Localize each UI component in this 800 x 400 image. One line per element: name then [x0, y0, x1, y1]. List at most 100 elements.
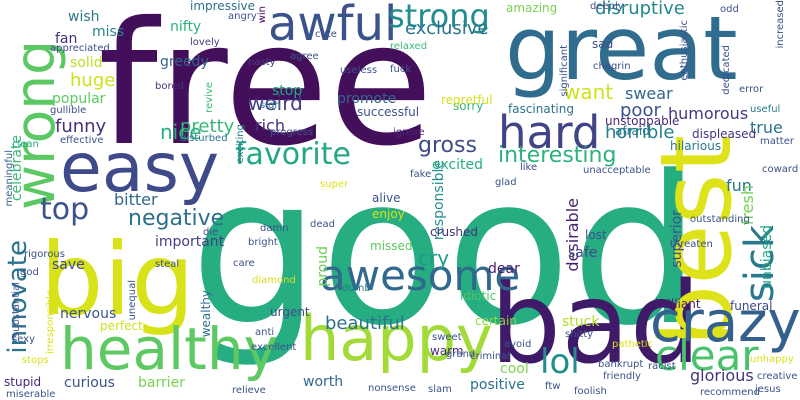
word-weird: weird — [248, 91, 303, 115]
word-gross: gross — [418, 133, 477, 158]
word-true: true — [750, 118, 783, 137]
word-bored: bored — [155, 81, 184, 92]
word-promote: promote — [337, 91, 397, 107]
word-irresponsible: irresponsible — [45, 290, 56, 355]
word-agree: agree — [290, 51, 319, 62]
word-significant: significant — [559, 45, 570, 97]
word-racist: racist — [648, 361, 676, 372]
word-lost: lost — [585, 228, 607, 242]
word-hilarious: hilarious — [670, 139, 722, 153]
word-lovely: lovely — [190, 37, 220, 48]
word-matter: matter — [760, 136, 794, 147]
word-greedy: greedy — [160, 54, 209, 70]
word-huge: huge — [70, 70, 116, 91]
word-bitter: bitter — [114, 190, 158, 209]
word-anti: anti — [255, 327, 275, 338]
word-sad: sad — [592, 37, 614, 51]
word-unacceptable: unacceptable — [583, 165, 651, 176]
word-interesting: interesting — [498, 143, 617, 168]
word-unstoppable: unstoppable — [605, 114, 680, 128]
word-positive: positive — [470, 377, 525, 393]
word-poor: poor — [620, 100, 661, 121]
word-enthusiastic: enthusiastic — [679, 20, 690, 81]
word-excellent: excellent — [251, 342, 297, 353]
word-miserable: miserable — [6, 389, 56, 400]
word-idiotic: idiotic — [460, 289, 497, 303]
word-regretful: regretful — [441, 93, 493, 107]
word-coward: coward — [762, 164, 799, 175]
word-care: care — [233, 258, 255, 269]
word-exciting: exciting — [235, 124, 246, 164]
word-chagrin: chagrin — [593, 61, 631, 72]
word-deeply: deeply — [590, 1, 624, 12]
word-unbiased: unbiased — [759, 225, 775, 289]
word-fuck: fuck — [390, 64, 412, 75]
word-pathetic: pathetic — [612, 339, 654, 350]
word-creative: creative — [757, 371, 798, 382]
word-bankrupt: bankrupt — [598, 359, 644, 370]
word-dumb: dumb — [342, 283, 371, 294]
word-fake: fake — [410, 169, 432, 180]
word-beautiful: beautiful — [325, 313, 405, 334]
word-ftw: ftw — [545, 381, 561, 392]
word-miss: miss — [92, 24, 125, 40]
word-big: big — [40, 221, 195, 338]
word-pretty: pretty — [180, 116, 235, 137]
word-bad: bad — [490, 259, 701, 389]
word-steal: steal — [155, 259, 180, 270]
word-wish: wish — [68, 9, 100, 25]
word-meaningful: meaningful — [4, 150, 15, 207]
word-dear: dear — [488, 261, 520, 277]
word-disturbed: disturbed — [180, 133, 228, 144]
word-displeased: displeased — [692, 127, 757, 141]
word-grand: grand — [446, 349, 476, 360]
word-ignore: ignore — [393, 127, 425, 138]
word-unequal: unequal — [127, 280, 138, 321]
word-exclusive: exclusive — [405, 18, 489, 39]
word-strong: strong — [388, 0, 490, 35]
word-crushed: crushed — [430, 225, 478, 239]
word-top: top — [40, 192, 90, 227]
word-nervous: nervous — [60, 306, 117, 322]
word-god: god — [20, 267, 39, 278]
word-fan: fan — [55, 31, 78, 47]
word-recommend: recommend — [700, 387, 760, 398]
word-important: important — [155, 234, 225, 250]
word-humorous: humorous — [668, 104, 749, 123]
word-bright: bright — [248, 237, 278, 248]
word-dedicated: dedicated — [721, 45, 732, 95]
word-odd: odd — [720, 4, 739, 15]
word-cute: cute — [315, 29, 337, 40]
word-outstanding: outstanding — [690, 214, 750, 225]
word-crazy: crazy — [650, 290, 800, 355]
word-damn: damn — [260, 223, 289, 234]
word-certain: certain — [475, 314, 517, 328]
word-save: save — [52, 257, 85, 273]
word-curious: curious — [64, 375, 115, 391]
word-cry: cry — [418, 246, 450, 270]
word-gullible: gullible — [50, 105, 87, 116]
word-healthy: healthy — [60, 315, 278, 383]
word-super: super — [320, 179, 349, 190]
word-fun: fun — [726, 176, 752, 195]
word-wealthy: wealthy — [199, 290, 213, 338]
word-effective: effective — [60, 135, 104, 146]
word-stops: stops — [22, 355, 49, 366]
word-barrier: barrier — [138, 375, 185, 391]
word-negative: negative — [128, 206, 225, 231]
word-funny: funny — [55, 116, 107, 137]
word-diamond: diamond — [252, 275, 296, 286]
word-shitty: shitty — [565, 329, 594, 340]
word-enjoy: enjoy — [372, 207, 405, 221]
word-hard: hard — [498, 106, 601, 159]
word-amazing: amazing — [506, 1, 558, 15]
word-proud: proud — [315, 246, 331, 287]
word-deeply2: deeply2 — [755, 135, 760, 136]
word-great: great — [505, 0, 738, 100]
word-impressive: impressive — [190, 0, 256, 13]
word-criminal: criminal — [470, 351, 511, 362]
word-glorious: glorious — [690, 366, 754, 385]
word-die: die — [203, 227, 219, 238]
word-sexy: sexy — [12, 334, 36, 345]
